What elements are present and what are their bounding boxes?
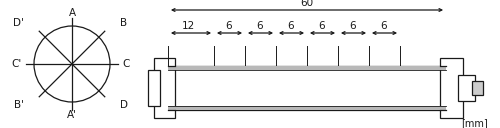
- Text: 6: 6: [318, 21, 326, 31]
- Text: D: D: [120, 100, 128, 110]
- Text: C': C': [12, 59, 22, 69]
- Bar: [154, 58, 175, 118]
- Text: A: A: [68, 8, 75, 18]
- Text: 6: 6: [380, 21, 388, 31]
- Text: 6: 6: [288, 21, 294, 31]
- Bar: [458, 75, 475, 101]
- Text: A': A': [67, 110, 77, 120]
- Text: B: B: [120, 18, 127, 28]
- Text: C: C: [122, 59, 130, 69]
- Text: B': B': [14, 100, 24, 110]
- Bar: [472, 81, 483, 95]
- Bar: [440, 58, 463, 118]
- Text: D': D': [13, 18, 24, 28]
- Text: 60: 60: [300, 0, 314, 8]
- Bar: [148, 70, 160, 106]
- Text: 12: 12: [182, 21, 194, 31]
- Text: 6: 6: [226, 21, 232, 31]
- Text: 6: 6: [350, 21, 356, 31]
- Bar: [168, 66, 446, 110]
- Text: 6: 6: [256, 21, 264, 31]
- Bar: [168, 106, 446, 110]
- Bar: [168, 66, 446, 70]
- Text: [mm]: [mm]: [461, 118, 488, 128]
